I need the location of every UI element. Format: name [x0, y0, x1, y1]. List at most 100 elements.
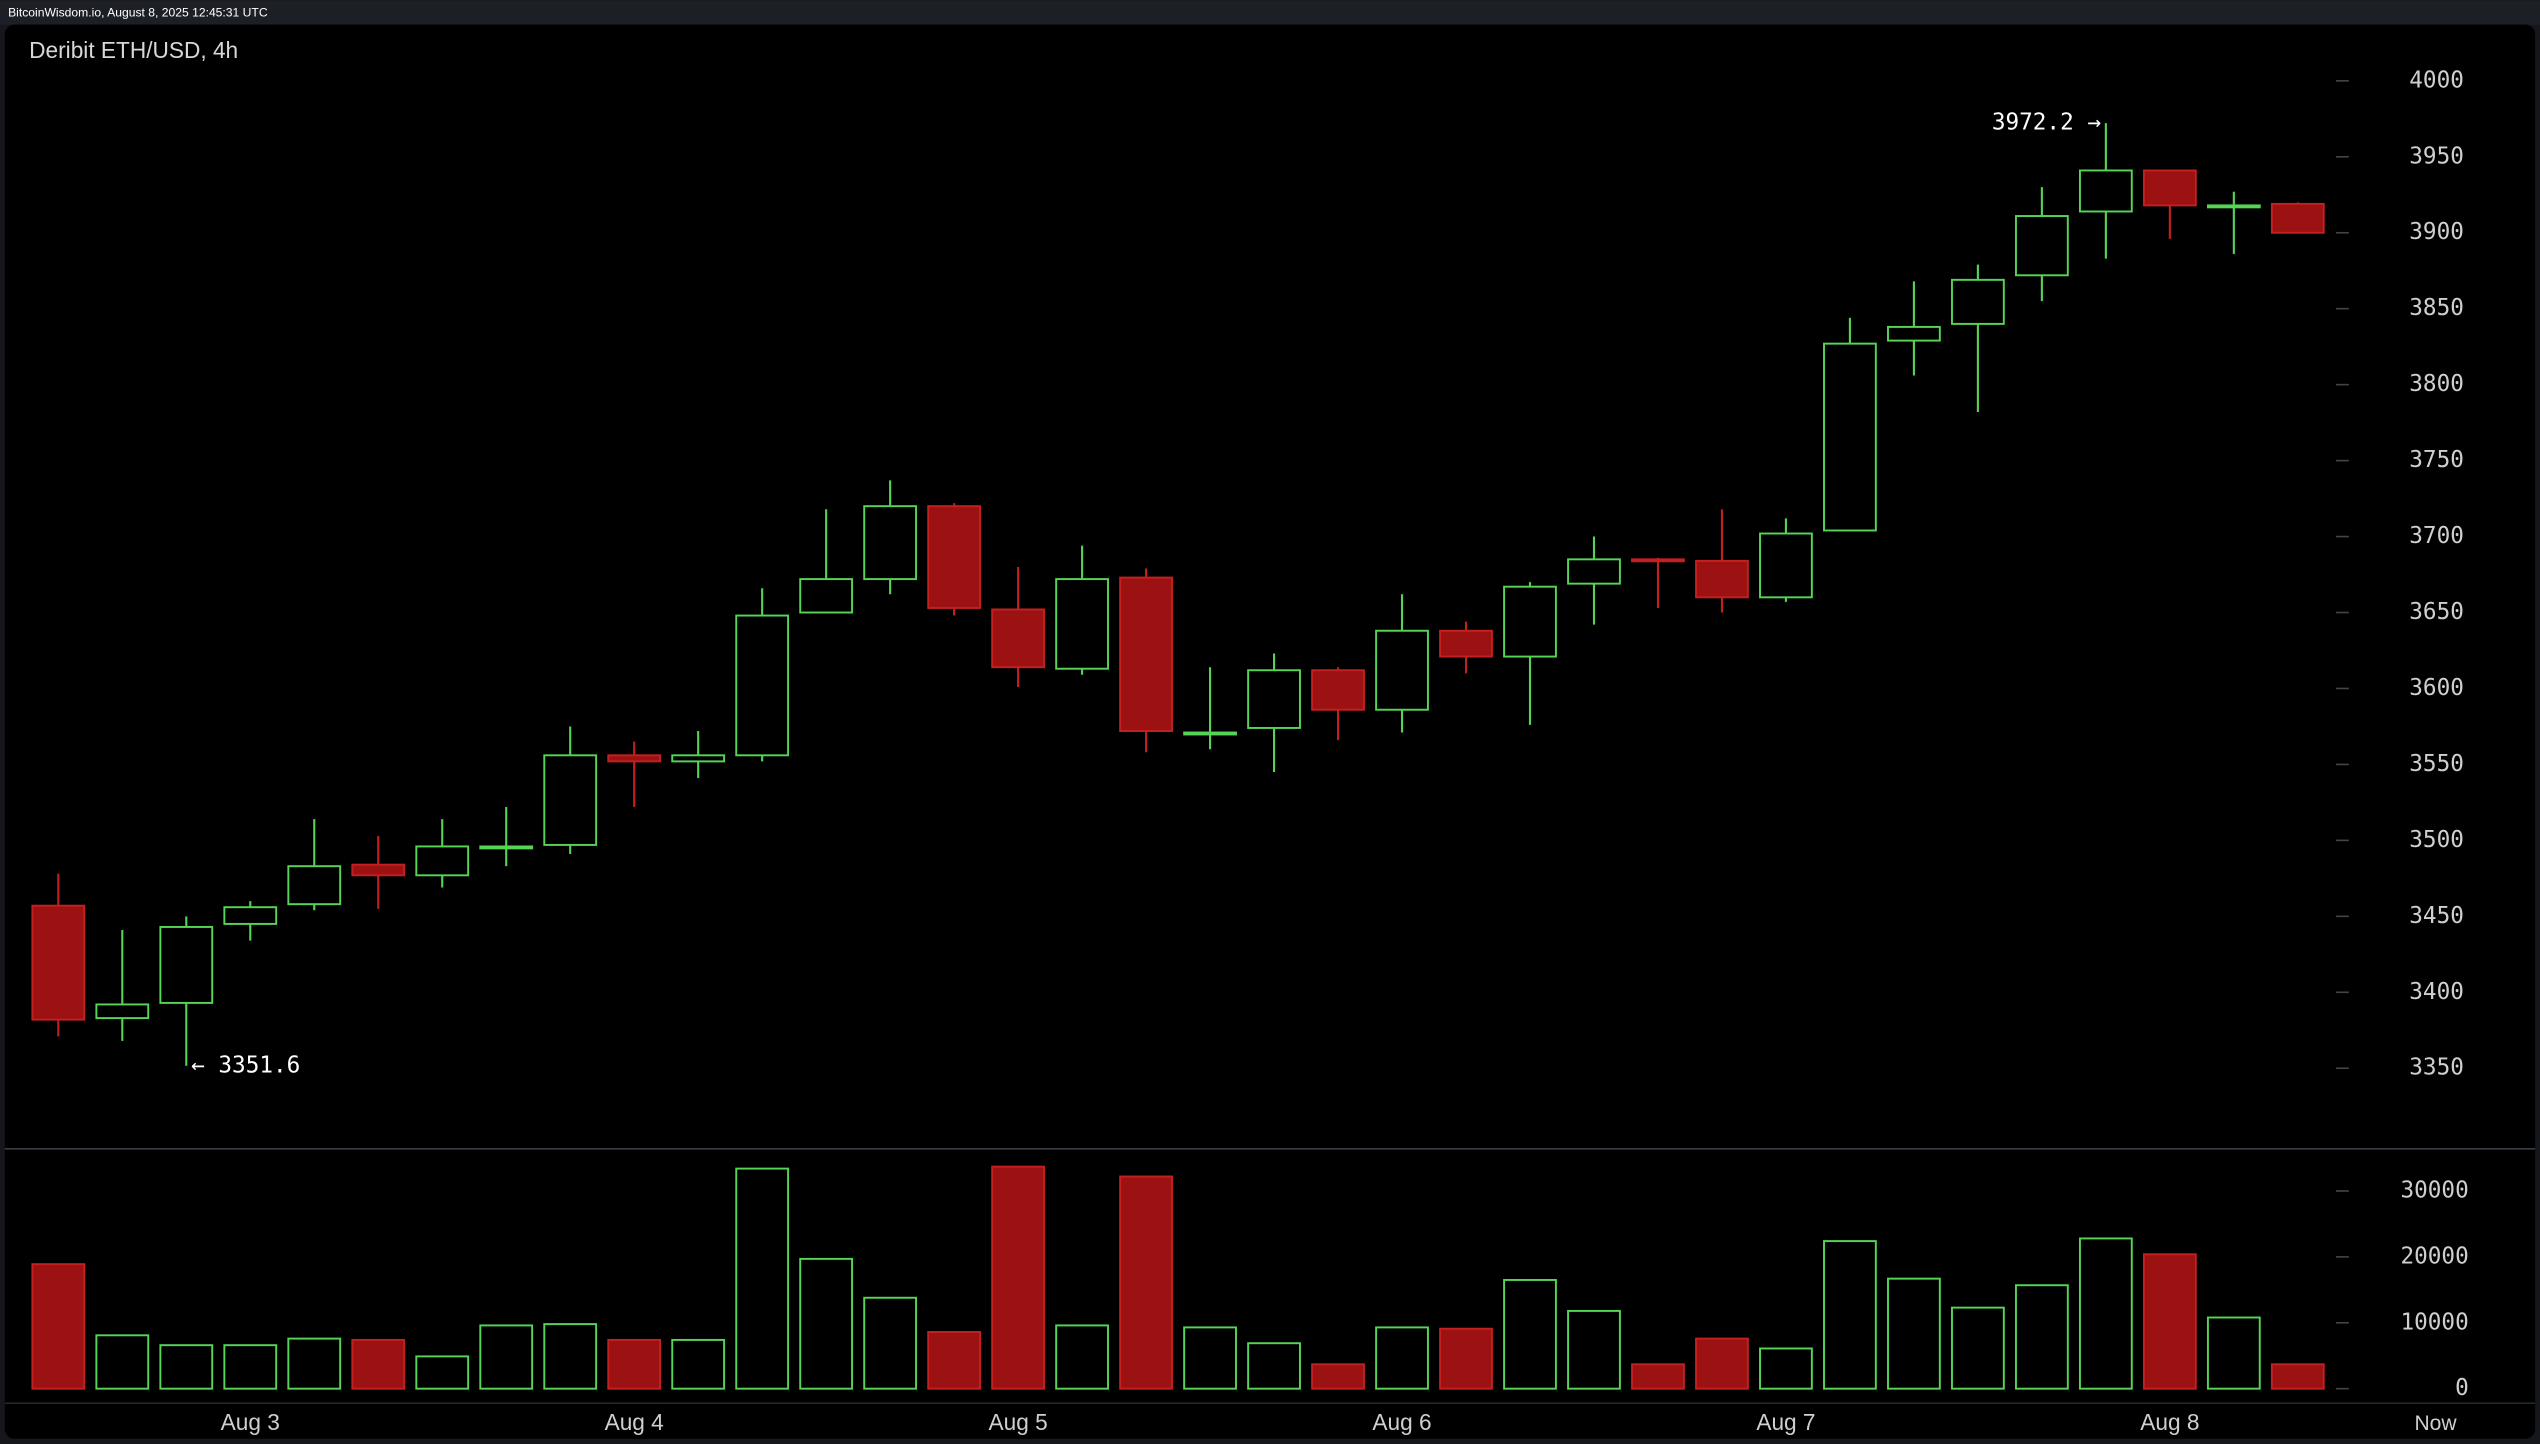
volume-bar [799, 1257, 854, 1390]
volume-bar [287, 1337, 342, 1390]
candle-body [1759, 532, 1813, 599]
volume-bar [2014, 1284, 2069, 1390]
candle-body [799, 578, 854, 614]
volume-bar [159, 1344, 214, 1390]
volume-bar [1631, 1363, 1685, 1390]
candle-body [1247, 669, 1301, 729]
x-tick-label: Aug 6 [1372, 1409, 1431, 1435]
volume-bar [479, 1324, 534, 1390]
candle-body [1375, 629, 1429, 711]
volume-bar [31, 1263, 86, 1390]
volume-bar [607, 1338, 662, 1390]
candle-body [2014, 215, 2069, 277]
volume-bar [1055, 1324, 1109, 1390]
x-tick-label: Aug 3 [221, 1409, 280, 1435]
candle-body [2078, 169, 2133, 213]
volume-bar [223, 1344, 278, 1390]
chart-title: Deribit ETH/USD, 4h [29, 37, 238, 63]
candle-body [1439, 629, 1493, 658]
volume-bar [543, 1323, 598, 1390]
candle-body [1119, 576, 1173, 732]
volume-bar [1183, 1326, 1237, 1390]
candle-body [2142, 169, 2197, 207]
volume-bar [1823, 1240, 1877, 1390]
y-tick-label: 3400 [2409, 979, 2464, 1005]
volume-bar [95, 1334, 150, 1390]
volume-bar [415, 1355, 470, 1390]
volume-bar [1951, 1306, 2005, 1390]
volume-tick-label: 0 [2455, 1375, 2469, 1401]
volume-bar [351, 1338, 406, 1390]
candle-body [735, 614, 790, 757]
volume-bar [1887, 1277, 1941, 1390]
candle-body [415, 845, 470, 877]
candle-body [927, 505, 982, 609]
high-annotation: 3972.2 → [1992, 110, 2101, 136]
x-tick-label: Aug 4 [605, 1409, 664, 1435]
candle-body [1951, 278, 2005, 325]
candle-body [31, 904, 86, 1021]
candle-body [991, 608, 1045, 669]
volume-bar [991, 1165, 1045, 1390]
y-tick-label: 3550 [2409, 751, 2464, 777]
y-tick-label: 3750 [2409, 447, 2464, 473]
candle-body [1567, 558, 1621, 585]
top-bar [0, 0, 2540, 25]
y-tick-label: 3900 [2409, 219, 2464, 245]
header-text: BitcoinWisdom.io, August 8, 2025 12:45:3… [8, 5, 268, 19]
x-end-label: Now [2414, 1412, 2457, 1435]
candle-body [223, 906, 278, 925]
candle-body [95, 1003, 150, 1020]
volume-tick-label: 30000 [2401, 1178, 2469, 1204]
candle-body [1055, 578, 1109, 670]
candle-body [351, 863, 406, 877]
y-tick-label: 3800 [2409, 371, 2464, 397]
volume-bar [1567, 1309, 1621, 1390]
volume-bar [1119, 1175, 1173, 1390]
y-tick-label: 3700 [2409, 523, 2464, 549]
volume-bar [1247, 1342, 1301, 1390]
candle-body [1503, 585, 1557, 658]
volume-bar [1311, 1363, 1365, 1390]
candle-body [1183, 731, 1237, 736]
candle-body [479, 845, 534, 850]
y-tick-label: 4000 [2409, 67, 2464, 93]
x-tick-label: Aug 7 [1756, 1409, 1815, 1435]
y-tick-label: 3600 [2409, 675, 2464, 701]
candle-body [159, 925, 214, 1004]
low-annotation: ← 3351.6 [191, 1052, 300, 1078]
volume-bar [2270, 1363, 2325, 1390]
candle-body [543, 754, 598, 846]
candle-body [1823, 342, 1877, 532]
chart-panel [4, 24, 2536, 1439]
candle-body [1311, 669, 1365, 711]
candle-body [607, 754, 662, 763]
y-tick-label: 3850 [2409, 295, 2464, 321]
candle-body [2206, 204, 2261, 209]
y-tick-label: 3650 [2409, 599, 2464, 625]
volume-bar [1439, 1327, 1493, 1390]
volume-bar [1375, 1326, 1429, 1390]
volume-bar [927, 1331, 982, 1390]
volume-bar [1503, 1278, 1557, 1390]
volume-bar [2206, 1316, 2261, 1390]
x-tick-label: Aug 8 [2140, 1409, 2199, 1435]
volume-bar [735, 1167, 790, 1390]
candle-body [1631, 558, 1685, 563]
y-tick-label: 3950 [2409, 143, 2464, 169]
candle-body [1887, 325, 1941, 342]
y-tick-label: 3500 [2409, 827, 2464, 853]
volume-bar [1759, 1347, 1813, 1390]
candle-body [863, 505, 918, 581]
candle-body [1695, 559, 1749, 599]
volume-tick-label: 10000 [2401, 1309, 2469, 1335]
volume-bar [2078, 1237, 2133, 1390]
volume-bar [671, 1338, 726, 1390]
y-tick-label: 3350 [2409, 1055, 2464, 1081]
candle-body [2270, 202, 2325, 234]
candle-body [287, 865, 342, 906]
volume-bar [2142, 1253, 2197, 1390]
volume-bar [1695, 1337, 1749, 1390]
